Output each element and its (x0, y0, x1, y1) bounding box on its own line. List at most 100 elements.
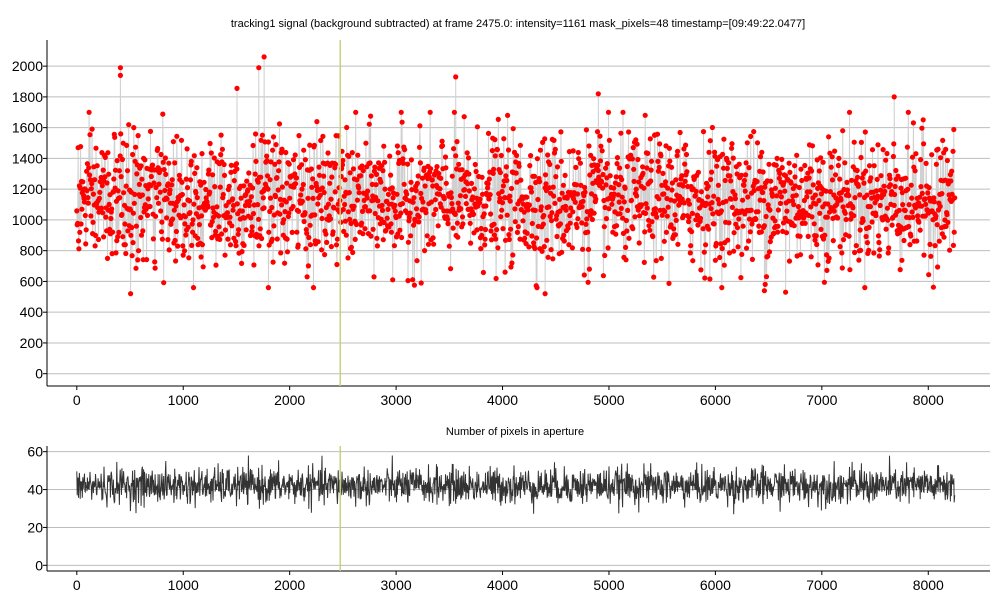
intensity-point (439, 138, 445, 144)
intensity-point (525, 207, 531, 213)
intensity-point (594, 129, 601, 135)
intensity-point (88, 186, 94, 192)
intensity-point (78, 221, 84, 227)
intensity-point (499, 188, 505, 195)
intensity-point (642, 112, 648, 118)
intensity-point (256, 243, 262, 249)
intensity-point (589, 216, 596, 223)
intensity-point (261, 205, 267, 211)
intensity-point (420, 199, 426, 205)
intensity-point (495, 116, 501, 122)
intensity-point (951, 229, 957, 235)
intensity-point (742, 188, 748, 194)
intensity-point (166, 160, 172, 166)
intensity-point (686, 219, 692, 225)
intensity-point (811, 221, 817, 227)
intensity-point (106, 201, 112, 207)
intensity-point (639, 202, 645, 208)
intensity-point (438, 204, 444, 210)
intensity-point (315, 239, 321, 245)
intensity-point (658, 255, 664, 261)
intensity-point (362, 204, 368, 210)
intensity-point (531, 173, 538, 179)
intensity-point (518, 177, 524, 183)
intensity-point (854, 167, 860, 174)
intensity-point (144, 257, 150, 263)
intensity-point (706, 226, 712, 232)
intensity-point (656, 196, 662, 202)
intensity-point (340, 157, 346, 164)
intensity-point (307, 242, 314, 248)
intensity-y-tick-label: 1200 (12, 181, 43, 197)
intensity-point (603, 165, 609, 171)
intensity-point (463, 201, 469, 207)
intensity-point (167, 187, 173, 193)
intensity-point (648, 167, 654, 173)
intensity-point (631, 178, 637, 184)
intensity-point (777, 170, 783, 177)
intensity-point (931, 195, 937, 201)
intensity-point (300, 181, 306, 188)
intensity-point (689, 210, 696, 216)
intensity-point (318, 137, 324, 144)
intensity-point (719, 285, 725, 291)
intensity-point (931, 199, 937, 205)
intensity-point (792, 174, 798, 180)
intensity-point (562, 203, 569, 209)
intensity-point (767, 239, 773, 245)
intensity-point (80, 179, 86, 185)
intensity-point (620, 215, 626, 221)
intensity-point (279, 184, 285, 190)
intensity-point (505, 147, 512, 153)
intensity-point (152, 265, 158, 271)
intensity-point (290, 157, 297, 163)
intensity-point (423, 210, 429, 216)
aperture-x-tick-label: 1000 (168, 577, 199, 593)
intensity-point (281, 217, 287, 223)
intensity-point (934, 222, 940, 228)
intensity-point (826, 255, 832, 261)
intensity-point (368, 113, 374, 119)
intensity-point (431, 241, 437, 247)
intensity-point (690, 258, 696, 264)
intensity-point (346, 190, 352, 196)
intensity-point (549, 210, 555, 216)
intensity-point (448, 194, 454, 201)
intensity-point (225, 236, 231, 242)
intensity-point (918, 157, 924, 163)
intensity-point (313, 183, 320, 189)
intensity-point (234, 85, 240, 91)
intensity-point (561, 232, 567, 238)
intensity-point (153, 213, 159, 219)
intensity-point (504, 177, 510, 184)
intensity-point (203, 186, 209, 193)
intensity-point (891, 94, 897, 100)
intensity-point (642, 229, 648, 235)
intensity-point (327, 180, 333, 186)
intensity-point (378, 179, 384, 185)
intensity-point (686, 201, 693, 207)
intensity-point (422, 183, 428, 189)
intensity-point (672, 232, 679, 238)
intensity-point (419, 175, 426, 181)
intensity-point (546, 204, 552, 210)
intensity-point (76, 246, 82, 252)
intensity-point (666, 145, 673, 151)
intensity-point (471, 186, 477, 192)
intensity-point (646, 223, 652, 229)
intensity-point (140, 228, 146, 234)
intensity-point (172, 237, 178, 244)
intensity-point (885, 250, 891, 256)
intensity-point (294, 229, 300, 235)
intensity-point (138, 232, 145, 238)
intensity-point (293, 175, 300, 181)
intensity-point (394, 143, 400, 149)
intensity-point (901, 237, 907, 244)
intensity-point (677, 129, 683, 136)
intensity-point (640, 170, 646, 176)
intensity-point (405, 161, 411, 167)
intensity-point (93, 145, 99, 151)
intensity-point (644, 205, 650, 211)
intensity-point (128, 232, 134, 238)
intensity-point (116, 168, 122, 174)
